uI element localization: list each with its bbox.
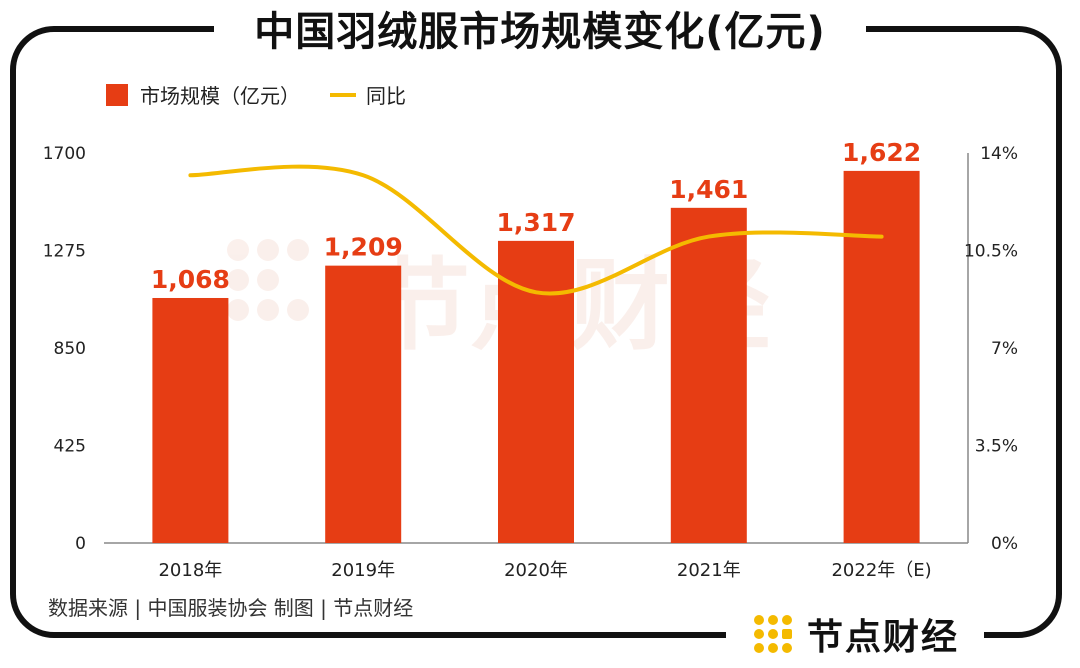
watermark-dot: [227, 269, 249, 291]
x-tick-label: 2022年（E): [831, 560, 931, 581]
y-left-tick-label: 0: [75, 534, 86, 554]
bar: [843, 170, 920, 544]
bar-value-label: 1,068: [151, 265, 230, 294]
y-right-tick-label: 0%: [991, 534, 1018, 554]
y-right-tick-label: 14%: [980, 144, 1018, 164]
watermark-icon: [227, 239, 309, 321]
y-left-tick-label: 425: [54, 437, 86, 457]
x-tick-label: 2019年: [331, 560, 395, 581]
y-right-tick-label: 3.5%: [975, 437, 1018, 457]
y-right-tick-label: 10.5%: [964, 242, 1018, 262]
x-tick-label: 2021年: [677, 560, 741, 581]
watermark-dot: [257, 239, 279, 261]
y-left-tick-label: 1275: [43, 242, 86, 262]
watermark-dot: [257, 269, 279, 291]
bar: [670, 207, 747, 543]
chart-title: 中国羽绒服市场规模变化(亿元): [254, 9, 826, 55]
title-bar: 中国羽绒服市场规模变化(亿元): [214, 0, 866, 56]
x-tick-label: 2020年: [504, 560, 568, 581]
bar: [498, 240, 574, 544]
watermark-dot: [287, 299, 309, 321]
brand-logo: 节点财经: [726, 604, 984, 664]
bar-value-label: 1,622: [842, 138, 921, 167]
watermark-dot: [227, 299, 249, 321]
watermark-dot: [257, 299, 279, 321]
x-tick-label: 2018年: [158, 560, 222, 581]
bar: [152, 297, 229, 543]
y-left-tick-label: 850: [54, 339, 86, 359]
legend-label-bar: 市场规模（亿元）: [140, 84, 300, 108]
legend-swatch-bar: [106, 84, 128, 106]
watermark-dot: [227, 239, 249, 261]
bar-value-label: 1,461: [669, 175, 748, 204]
brand-logo-icon: [753, 615, 792, 653]
watermark-dot: [287, 239, 309, 261]
bar-value-label: 1,209: [324, 233, 403, 262]
brand-name: 节点财经: [806, 617, 959, 658]
source-note: 数据来源 | 中国服装协会 制图 | 节点财经: [48, 596, 414, 620]
legend-label-line: 同比: [366, 84, 406, 108]
y-left-tick-label: 1700: [43, 144, 86, 164]
bar-value-label: 1,317: [496, 208, 575, 237]
yoy-line: [188, 164, 884, 296]
y-right-tick-label: 7%: [991, 339, 1018, 359]
bar: [325, 265, 402, 543]
